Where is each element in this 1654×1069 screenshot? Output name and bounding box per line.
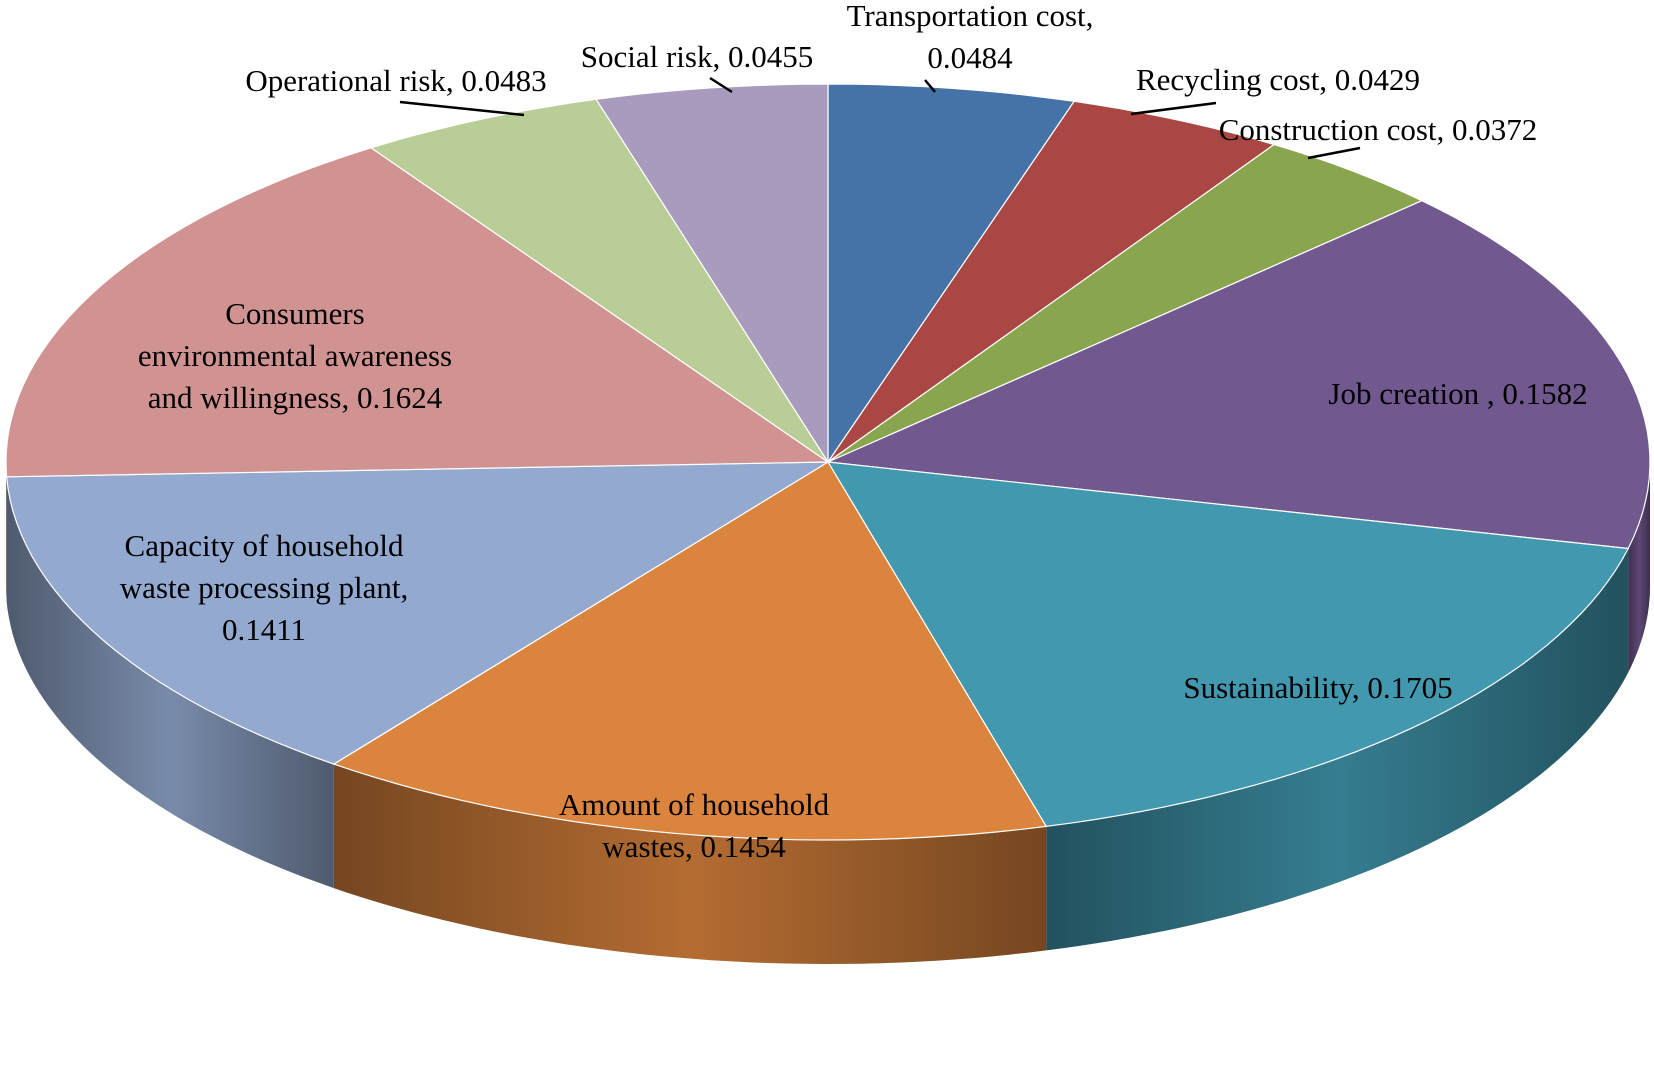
- slice-labels: Transportation cost, 0.0484 Recycling cost…: [120, 0, 1588, 864]
- leader-line-operational: [399, 100, 525, 117]
- slice-label-line: Transportation cost,: [847, 0, 1094, 33]
- pie-slice-operational: [369, 98, 829, 463]
- slice-label-line: Operational risk, 0.0483: [245, 63, 546, 98]
- leader-line-construction: [1307, 146, 1361, 160]
- slice-label-operational: Operational risk, 0.0483: [245, 63, 546, 98]
- slice-label-sustainability: Sustainability, 0.1705: [1183, 670, 1452, 705]
- leader-line-social: [709, 76, 733, 94]
- slice-label-consumers: Consumers environmental awareness and will…: [138, 296, 452, 415]
- slice-label-line: wastes, 0.1454: [602, 829, 786, 864]
- slice-label-line: Recycling cost, 0.0429: [1136, 62, 1420, 97]
- slice-label-transport: Transportation cost, 0.0484: [847, 0, 1094, 75]
- slice-label-line: and willingness, 0.1624: [148, 380, 443, 415]
- slice-label-job: Job creation , 0.1582: [1328, 376, 1587, 411]
- slice-label-line: Consumers: [225, 296, 365, 331]
- pie-side-shade-amount: [333, 764, 1047, 964]
- pie-side-shade-capacity: [6, 476, 334, 889]
- pie-slice-capacity: [5, 461, 831, 765]
- slice-label-social: Social risk, 0.0455: [581, 39, 814, 74]
- pie-slice-transport: [827, 83, 1076, 464]
- slice-label-construction: Construction cost, 0.0372: [1219, 112, 1538, 147]
- slice-label-line: Construction cost, 0.0372: [1219, 112, 1538, 147]
- leader-line-transport: [924, 79, 936, 93]
- leader-line-recycling: [1130, 101, 1217, 116]
- pie-slices: [5, 83, 1651, 841]
- slice-label-line: environmental awareness: [138, 338, 452, 373]
- pie-slice-amount: [332, 461, 1048, 841]
- slice-label-amount: Amount of household wastes, 0.1454: [559, 787, 830, 864]
- pie-slice-social: [595, 83, 829, 465]
- slice-label-line: 0.0484: [927, 40, 1013, 75]
- slice-label-recycling: Recycling cost, 0.0429: [1136, 62, 1420, 97]
- pie-side-shade-job: [1628, 462, 1650, 673]
- slice-label-line: Sustainability, 0.1705: [1183, 670, 1452, 705]
- pie-slice-recycling: [827, 100, 1276, 463]
- slice-label-line: Amount of household: [559, 787, 830, 822]
- pie-slice-consumers: [5, 147, 830, 478]
- slice-label-line: Capacity of household: [125, 528, 404, 563]
- pie-sides: [6, 462, 1650, 964]
- slice-label-line: 0.1411: [222, 612, 306, 647]
- pie-slice-sustainability: [826, 461, 1630, 828]
- pie-slice-job: [825, 200, 1651, 550]
- pie-side-shade-consumers: [6, 462, 7, 601]
- slice-label-line: Job creation , 0.1582: [1328, 376, 1587, 411]
- leader-lines: [399, 76, 1361, 160]
- slice-label-line: waste processing plant,: [120, 570, 408, 605]
- pie-slice-construction: [827, 143, 1424, 463]
- slice-label-capacity: Capacity of household waste processing pl…: [120, 528, 408, 647]
- pie-side-shade-sustainability: [1046, 548, 1629, 951]
- slice-label-line: Social risk, 0.0455: [581, 39, 814, 74]
